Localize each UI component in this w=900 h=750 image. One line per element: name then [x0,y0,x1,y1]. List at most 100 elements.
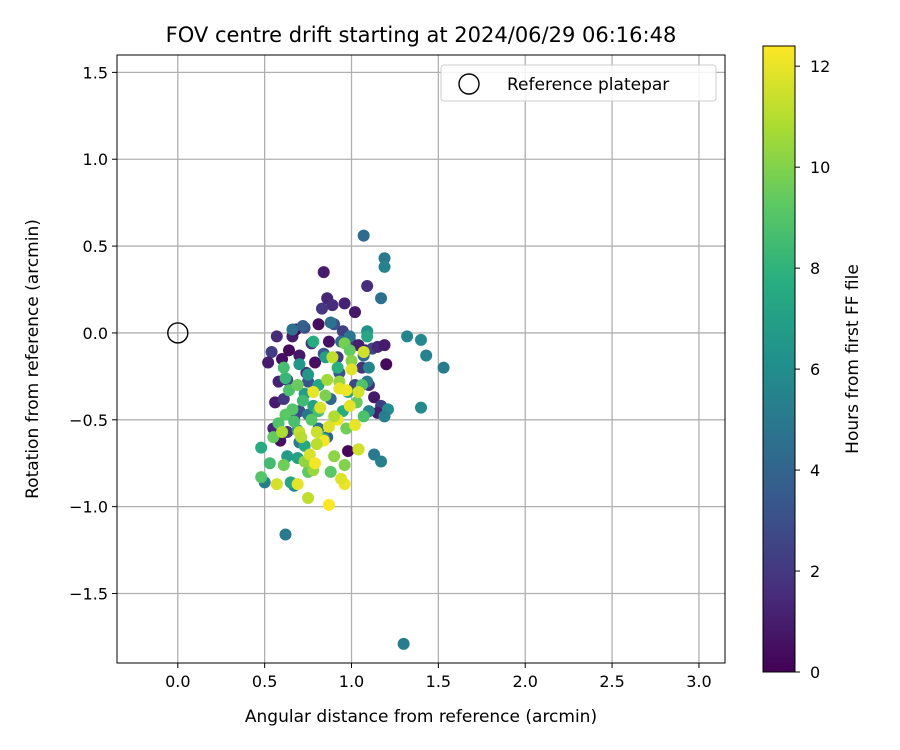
data-point [326,351,339,364]
data-point [328,410,341,423]
data-point [331,361,344,374]
y-tick-label: 0.0 [83,324,108,343]
data-point [361,330,374,343]
data-point [338,297,351,310]
data-point [314,401,327,414]
data-point [293,358,306,371]
data-point [375,292,388,305]
data-point [282,384,295,397]
data-point [345,354,358,367]
data-point [378,410,391,423]
data-point [352,443,365,456]
data-point [288,415,301,428]
colorbar-tick-label: 2 [810,562,820,581]
data-point [317,266,330,279]
data-point [322,335,335,348]
data-point [348,306,361,319]
data-point [326,299,339,312]
x-tick-label: 0.0 [165,672,190,691]
data-point [277,361,290,374]
data-point [338,458,351,471]
data-point [357,410,370,423]
data-point [267,431,280,444]
data-point [310,438,323,451]
data-point [312,318,325,331]
data-point [296,319,309,332]
data-point [279,408,292,421]
grid [117,55,725,663]
reference-platepar-marker [167,322,189,344]
data-point [265,346,278,359]
legend-box [440,64,717,102]
data-point [291,478,304,491]
x-axis-label: Angular distance from reference (arcmin) [245,707,597,727]
data-point [310,425,323,438]
colorbar-ticks: 0 2 4 6 8 10 12 [795,57,830,682]
data-point [345,363,358,376]
data-point [296,394,309,407]
data-point [321,373,334,386]
legend: Reference platepar [440,64,717,102]
data-point [378,252,391,265]
data-point [319,389,332,402]
data-point [307,386,320,399]
data-point [335,472,348,485]
data-point [340,384,353,397]
colorbar-label: Hours from first FF file [843,264,863,454]
data-point [352,386,365,399]
data-point [276,425,289,438]
colorbar-tick-label: 10 [810,158,830,177]
data-point [342,445,355,458]
data-point [415,401,427,414]
data-point [309,457,322,470]
data-point [324,316,337,329]
data-point [378,260,391,273]
data-point [303,448,316,461]
y-tick-label: −1.5 [69,585,108,604]
data-point [255,441,268,454]
plot-frame [116,54,726,664]
data-point [324,465,337,478]
data-point [277,458,290,471]
y-tick-label: 1.0 [83,150,108,169]
data-point [291,379,304,392]
data-point [279,372,292,385]
data-point [357,346,370,359]
reference-marker-group [167,322,189,344]
x-tick-label: 1.5 [426,672,451,691]
data-point [343,399,356,412]
data-point [305,413,318,426]
data-point [263,457,276,470]
colorbar [762,45,796,673]
data-point [348,419,361,432]
data-point [302,491,315,504]
x-axis-ticks: 0.0 0.5 1.0 1.5 2.0 2.5 3.0 [165,663,712,691]
data-point [307,335,320,348]
data-point [322,420,335,433]
data-point [309,356,322,369]
data-point [270,478,283,491]
data-point [322,498,335,511]
y-tick-label: 0.5 [83,237,108,256]
data-point [368,391,381,404]
data-point [362,361,375,374]
data-point [378,339,391,352]
legend-entry-reference-platepar: Reference platepar [507,75,669,95]
data-point [293,349,306,362]
data-point [401,330,414,343]
data-point [270,330,283,343]
x-tick-label: 0.5 [252,672,277,691]
data-point [357,229,370,242]
x-tick-label: 3.0 [686,672,711,691]
y-tick-label: −1.0 [69,498,108,517]
colorbar-tick-label: 4 [810,461,820,480]
data-point [328,450,341,463]
colorbar-tick-label: 8 [810,259,820,278]
data-point [415,333,427,346]
scatter-points [255,229,450,650]
data-point [277,392,290,405]
data-point [279,528,292,541]
y-axis-label: Rotation from reference (arcmin) [23,219,43,499]
x-tick-label: 1.0 [339,672,364,691]
data-point [315,302,328,315]
